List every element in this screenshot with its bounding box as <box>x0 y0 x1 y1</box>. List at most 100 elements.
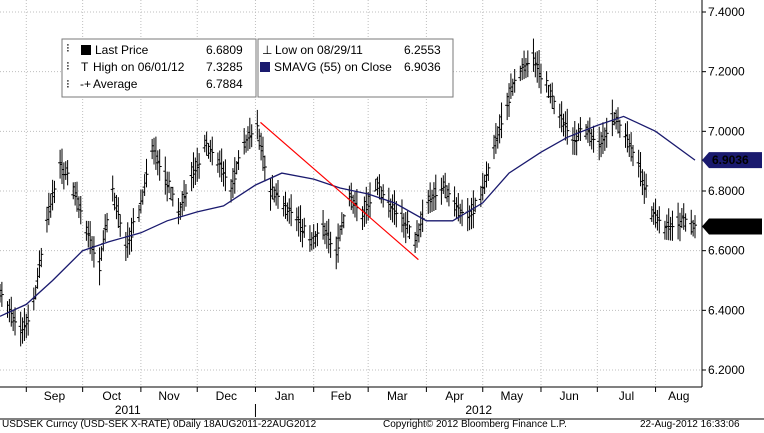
last-value-text: 6.9036 <box>712 153 749 167</box>
price-bar <box>255 109 260 140</box>
x-tick-label: Jul <box>619 389 634 403</box>
price-bar <box>693 215 697 239</box>
last-price-swatch <box>81 45 91 55</box>
legend-last-price-value: 6.6809 <box>206 43 243 57</box>
price-bar <box>236 150 241 170</box>
price-bar <box>118 214 123 237</box>
x-tick-label: Oct <box>102 389 121 403</box>
price-bar <box>129 217 134 252</box>
x-tick-label: Sep <box>44 389 66 403</box>
price-bar <box>670 210 675 241</box>
x-tick-label: Jan <box>275 389 294 403</box>
high-icon: T <box>81 60 89 74</box>
price-bar <box>183 184 188 207</box>
legend-dots-2: ⁝ <box>66 59 70 73</box>
price-bar <box>328 231 333 258</box>
year-label-2011: 2011 <box>115 403 141 417</box>
price-bar <box>446 182 451 207</box>
price-bar <box>262 155 267 182</box>
price-bar <box>544 71 549 93</box>
y-tick-label: 6.8000 <box>708 184 745 198</box>
x-tick-label: Mar <box>387 389 408 403</box>
price-bar <box>336 223 341 263</box>
price-bar <box>644 173 649 198</box>
x-tick-label: May <box>501 389 524 403</box>
price-bar <box>197 153 202 179</box>
price-bar <box>368 182 373 218</box>
y-tick-label: 7.0000 <box>708 124 745 138</box>
y-tick-label: 6.6000 <box>708 244 745 258</box>
price-bar <box>578 117 583 142</box>
price-bar <box>315 223 320 247</box>
price-bar <box>471 190 476 229</box>
price-bar <box>591 125 596 153</box>
x-tick-label: Feb <box>331 389 352 403</box>
legend-average-label: Average <box>93 77 138 91</box>
last-value-label: 6.9036 <box>702 152 762 169</box>
year-label-2012: 2012 <box>465 403 492 417</box>
price-bar <box>39 247 44 268</box>
price-bar <box>473 197 478 213</box>
price-bar <box>565 108 570 145</box>
price-bar <box>552 96 557 115</box>
price-bar <box>26 304 31 336</box>
price-bar <box>131 208 136 234</box>
price-bar <box>617 119 622 138</box>
footer-mid: Copyright© 2012 Bloomberg Finance L.P. <box>383 419 567 430</box>
y-tick-label: 6.2000 <box>708 363 745 377</box>
price-bar <box>97 247 102 286</box>
x-tick-label: Jun <box>559 389 578 403</box>
price-bar <box>341 214 346 229</box>
last-value-labels: 6.9036 6.6809 <box>702 152 762 235</box>
legend-average-value: 6.7884 <box>206 77 243 91</box>
price-bar <box>538 63 543 94</box>
legend-low-value: 6.2553 <box>404 43 441 57</box>
price-bar <box>499 102 504 139</box>
price-bar <box>78 195 83 225</box>
price-series <box>0 38 697 347</box>
price-bar <box>170 186 175 207</box>
price-bar <box>460 199 465 227</box>
price-bar <box>157 149 162 181</box>
x-axis-ticks: Sep Oct Nov Dec Jan Feb Mar Apr May Jun Jul Aug <box>25 387 689 417</box>
price-bar <box>249 124 254 148</box>
last-value-tag <box>702 152 762 169</box>
last-value-tag <box>702 218 762 235</box>
y-tick-label: 7.4000 <box>708 5 745 19</box>
x-tick-label: Aug <box>668 389 689 403</box>
price-bar <box>52 180 57 204</box>
price-bar <box>631 144 636 167</box>
price-bar <box>110 175 115 202</box>
price-bar <box>223 159 228 192</box>
axes <box>0 0 764 420</box>
price-bar <box>507 83 512 117</box>
low-icon: ⊥ <box>262 43 272 57</box>
last-value-text: 6.6809 <box>712 220 749 234</box>
legend: Last Price 6.6809 ⊥ Low on 08/29/11 6.25… <box>61 38 454 98</box>
legend-smavg-value: 6.9036 <box>404 60 441 74</box>
legend-high-value: 7.3285 <box>206 60 243 74</box>
footer-left: USDSEK Curncy (USD-SEK X-RATE) 0Daily 18… <box>2 419 317 430</box>
price-bar <box>167 171 172 194</box>
smavg-swatch <box>260 62 270 72</box>
x-tick-label: Dec <box>216 389 237 403</box>
price-bar <box>394 200 399 228</box>
y-axis-ticks: 6.2000 6.4000 6.6000 6.8000 7.0000 7.2000 7.40… <box>702 5 745 377</box>
price-bar <box>65 160 70 186</box>
price-bar <box>276 179 280 209</box>
smavg-line <box>0 115 696 317</box>
legend-dots-3: ⁝ <box>66 77 70 91</box>
price-bar <box>550 82 555 109</box>
y-tick-label: 6.4000 <box>708 303 745 317</box>
trendline <box>260 121 419 261</box>
last-value-label: 6.6809 <box>702 218 762 235</box>
legend-low-label: Low on 08/29/11 <box>275 43 363 57</box>
price-bar <box>289 194 294 227</box>
y-tick-label: 7.2000 <box>708 65 745 79</box>
price-bar <box>105 212 110 233</box>
price-bar <box>144 158 149 188</box>
price-bar <box>0 281 4 307</box>
price-bar <box>210 136 215 166</box>
